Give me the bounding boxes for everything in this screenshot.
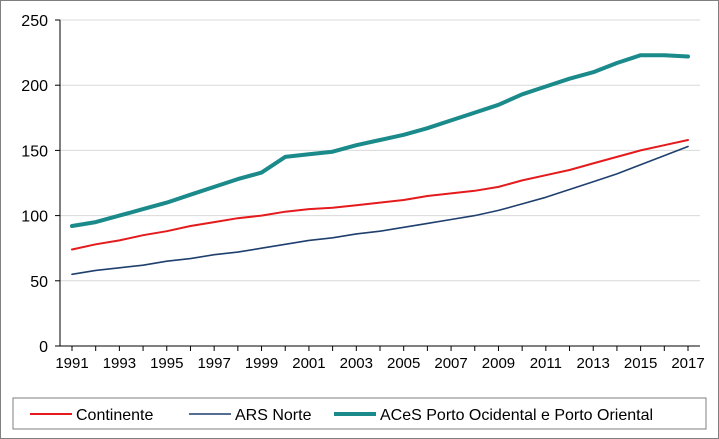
x-tick-label: 2007	[434, 355, 467, 372]
axes	[55, 19, 700, 351]
x-tick-label: 2003	[340, 355, 373, 372]
x-tick-labels: 1991 1993 1995 1997 1999 2001 2003 2005 2007 2009…	[55, 355, 704, 372]
x-tick-label: 1995	[150, 355, 183, 372]
legend: Continente ARS Norte ACeS Porto Ocidental …	[12, 397, 707, 430]
x-tick-label: 2013	[577, 355, 610, 372]
legend-label-2: ARS Norte	[235, 407, 312, 424]
x-tick-label: 2017	[671, 355, 704, 372]
y-tick-labels: 0 50 100 150 200 250	[21, 13, 48, 356]
y-tick-label: 150	[21, 143, 48, 160]
x-tick-label: 1997	[197, 355, 230, 372]
y-tick-label: 100	[21, 209, 48, 226]
x-tick-label: 2015	[624, 355, 657, 372]
x-tick-label: 2001	[292, 355, 325, 372]
y-tick-label: 250	[21, 13, 48, 30]
legend-label-3: ACeS Porto Ocidental e Porto Oriental	[380, 407, 653, 424]
series-line-3	[70, 53, 690, 228]
x-tick-label: 1993	[103, 355, 136, 372]
legend-label-1: Continente	[76, 407, 153, 424]
series-lines	[70, 53, 690, 276]
x-tick-label: 1991	[55, 355, 88, 372]
y-tick-label: 50	[30, 274, 48, 291]
y-tick-label: 0	[39, 339, 48, 356]
x-tick-label: 2011	[530, 355, 562, 372]
x-tick-label: 2005	[387, 355, 420, 372]
series-line-2	[71, 145, 689, 276]
gridlines	[60, 19, 700, 282]
x-tick-label: 1999	[245, 355, 278, 372]
series-line-1	[71, 139, 689, 251]
y-tick-label: 200	[21, 78, 48, 95]
x-tick-label: 2009	[482, 355, 515, 372]
